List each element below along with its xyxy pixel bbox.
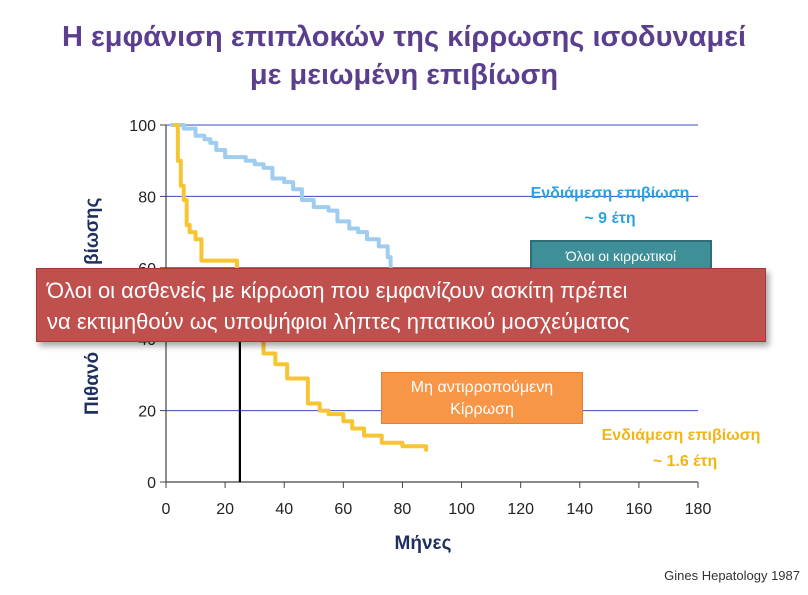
decompensated-median-value: ~ 1.6 έτη: [653, 453, 718, 470]
x-tick-label-100: 100: [448, 501, 475, 518]
transplant-recommendation-banner: Όλοι οι ασθενείς με κίρρωση που εμφανίζο…: [36, 268, 766, 342]
y-tick-label-100: 100: [129, 118, 156, 135]
y-axis-title-top: βίωσης: [82, 197, 103, 265]
y-axis-title-bottom: Πιθανό: [82, 352, 103, 415]
compensated-survival-curve: [169, 123, 393, 270]
banner-line-1: Όλοι οι ασθενείς με κίρρωση που εμφανίζο…: [47, 278, 628, 303]
orange-box-line-2: Κίρρωση: [450, 401, 514, 418]
all-cirrhotics-box: Όλοι οι κιρρωτικοί: [530, 240, 712, 270]
compensated-median-value: ~ 9 έτη: [584, 210, 635, 227]
x-tick-label-60: 60: [334, 501, 352, 518]
source-citation: Gines Hepatology 1987: [664, 568, 800, 583]
title-line-1: Η εμφάνιση επιπλοκών της κίρρωσης ισοδυν…: [61, 21, 747, 53]
x-tick-label-160: 160: [626, 501, 653, 518]
compensated-median-label: Ενδιάμεση επιβίωση: [531, 185, 690, 202]
x-axis-title: Μήνες: [395, 533, 452, 554]
banner-line-2: να εκτιμηθούν ως υποψήφιοι λήπτες ηπατικ…: [47, 309, 630, 334]
y-tick-label-20: 20: [138, 404, 156, 421]
x-tick-labels: 0 20 40 60 80 100 120 140 160 180: [162, 482, 712, 518]
x-tick-label-0: 0: [162, 501, 171, 518]
x-tick-label-140: 140: [566, 501, 593, 518]
title-line-2: με μειωμένη επιβίωση: [249, 59, 559, 91]
y-tick-label-0: 0: [147, 475, 156, 492]
x-tick-label-120: 120: [507, 501, 534, 518]
x-tick-label-20: 20: [216, 501, 234, 518]
x-tick-label-40: 40: [275, 501, 293, 518]
page-title: Η εμφάνιση επιπλοκών της κίρρωσης ισοδυν…: [0, 18, 808, 94]
orange-box-line-1: Μη αντιρροπούμενη: [410, 379, 554, 396]
decompensated-cirrhosis-box: Μη αντιρροπούμενη Κίρρωση: [381, 372, 583, 424]
x-tick-label-80: 80: [394, 501, 412, 518]
y-tick-label-80: 80: [138, 189, 156, 206]
x-tick-label-180: 180: [685, 501, 712, 518]
decompensated-median-label: Ενδιάμεση επιβίωση: [602, 427, 761, 444]
